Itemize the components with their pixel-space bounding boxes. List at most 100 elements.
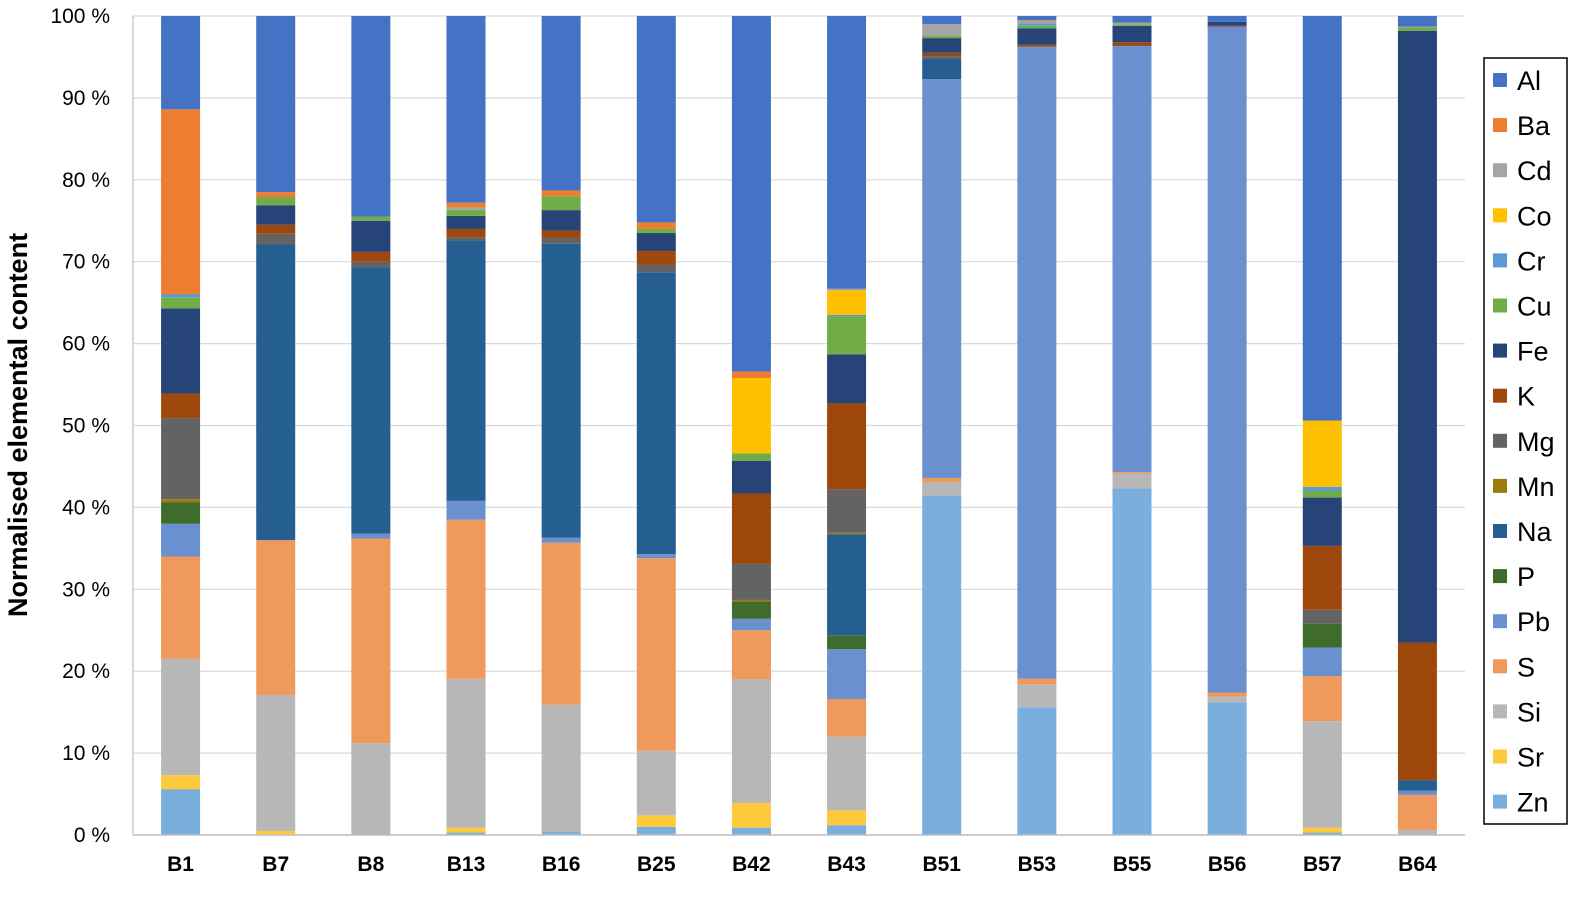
bar-B13-Ba bbox=[446, 202, 486, 208]
bar-B7-Na bbox=[256, 244, 296, 541]
bar-B57-Cu bbox=[1302, 491, 1342, 498]
bar-B55-Cd bbox=[1112, 22, 1152, 25]
bar-B7-Al bbox=[256, 16, 296, 193]
bar-B25-Na bbox=[636, 272, 676, 555]
bar-B56-Si bbox=[1207, 696, 1247, 703]
bar-B51-Mg bbox=[922, 56, 962, 59]
bar-B25-Ba bbox=[636, 222, 676, 229]
bar-B13-Cu bbox=[446, 210, 486, 216]
x-tick-label-B25: B25 bbox=[637, 853, 676, 876]
legend-label-Zn: Zn bbox=[1517, 788, 1549, 818]
bar-B43-Na bbox=[827, 534, 867, 636]
legend-entry-Co: Co bbox=[1493, 201, 1552, 231]
bar-B25-K bbox=[636, 251, 676, 265]
y-tick-label-0: 0 % bbox=[74, 824, 110, 847]
bar-B1-Sr bbox=[161, 775, 201, 790]
legend-swatch-K bbox=[1493, 388, 1507, 403]
legend-entry-Zn: Zn bbox=[1493, 788, 1549, 818]
y-tick-label-3: 30 % bbox=[62, 578, 110, 601]
legend-entry-P: P bbox=[1493, 562, 1535, 592]
bar-B51-K bbox=[922, 52, 962, 57]
bar-B64-Cu bbox=[1397, 27, 1437, 31]
legend-label-Cd: Cd bbox=[1517, 156, 1552, 186]
legend-swatch-Ba bbox=[1493, 118, 1507, 133]
legend-entry-Cd: Cd bbox=[1493, 156, 1552, 186]
bar-B53-Zn bbox=[1017, 707, 1057, 835]
bar-B7-Fe bbox=[256, 205, 296, 225]
bar-B51-Pb bbox=[922, 79, 962, 478]
bar-B7-Sr bbox=[256, 830, 296, 835]
legend-label-Mg: Mg bbox=[1517, 427, 1555, 457]
x-tick-label-B53: B53 bbox=[1018, 853, 1057, 876]
bar-B43-P bbox=[827, 635, 867, 650]
bar-B53-Cu bbox=[1017, 25, 1057, 29]
bar-B16-Fe bbox=[541, 210, 581, 231]
bar-stack-B43 bbox=[827, 16, 867, 835]
legend-label-Na: Na bbox=[1517, 517, 1552, 547]
legend-swatch-Cr bbox=[1493, 253, 1507, 268]
legend-entry-Fe: Fe bbox=[1493, 337, 1549, 367]
bar-B43-Mg bbox=[827, 489, 867, 533]
bar-B25-Si bbox=[636, 750, 676, 816]
bar-B1-Mg bbox=[161, 418, 201, 500]
bar-B57-K bbox=[1302, 545, 1342, 610]
bar-B25-Cu bbox=[636, 228, 676, 234]
y-tick-label-9: 90 % bbox=[62, 87, 110, 110]
bar-B43-Pb bbox=[827, 649, 867, 700]
bar-B43-Al bbox=[827, 16, 867, 289]
x-tick-label-B7: B7 bbox=[262, 853, 289, 876]
bar-B64-Si bbox=[1397, 830, 1437, 835]
y-axis-ticks: 0 % 10 % 20 % 30 % 40 % 50 % 60 % 70 % 80 % 90 % 1… bbox=[50, 5, 110, 847]
bar-stack-B1 bbox=[161, 16, 201, 835]
bar-B7-Mg bbox=[256, 233, 296, 245]
bar-B56-Al bbox=[1207, 16, 1247, 22]
bar-B1-Fe bbox=[161, 308, 201, 394]
legend-swatch-P bbox=[1493, 569, 1507, 584]
bar-B57-Co bbox=[1302, 420, 1342, 487]
bar-B13-Si bbox=[446, 678, 486, 828]
legend-entry-Cu: Cu bbox=[1493, 292, 1552, 322]
bar-stack-B25 bbox=[636, 16, 676, 835]
bar-stack-B56 bbox=[1207, 16, 1247, 835]
bar-B51-Cd bbox=[922, 24, 962, 36]
legend-swatch-Mg bbox=[1493, 433, 1507, 448]
bar-B43-Si bbox=[827, 736, 867, 811]
bar-B7-K bbox=[256, 224, 296, 234]
x-tick-label-B13: B13 bbox=[447, 853, 486, 876]
bar-stack-B55 bbox=[1112, 16, 1152, 835]
y-tick-label-6: 60 % bbox=[62, 333, 110, 356]
bar-B57-Fe bbox=[1302, 497, 1342, 546]
axes bbox=[132, 16, 1465, 836]
bar-B53-K bbox=[1017, 44, 1057, 47]
bar-B8-S bbox=[351, 538, 391, 744]
legend-entry-Ba: Ba bbox=[1493, 111, 1551, 141]
bar-B43-S bbox=[827, 699, 867, 737]
bar-stack-B51 bbox=[922, 16, 962, 835]
bar-B57-Pb bbox=[1302, 647, 1342, 677]
bar-B57-Sr bbox=[1302, 827, 1342, 833]
y-tick-label-7: 70 % bbox=[62, 251, 110, 274]
bar-B13-Pb bbox=[446, 500, 486, 520]
bar-B8-Pb bbox=[351, 533, 391, 539]
legend: Al Ba Cd Co Cr Cu Fe K Mg Mn Na P Pb S Si Sr Zn bbox=[1483, 57, 1568, 825]
bar-B7-Cu bbox=[256, 196, 296, 206]
bar-B13-Fe bbox=[446, 215, 486, 229]
bar-B43-Mn bbox=[827, 532, 867, 535]
bar-B55-Mg bbox=[1112, 45, 1152, 47]
bar-B16-Al bbox=[541, 16, 581, 191]
bar-B16-Na bbox=[541, 243, 581, 538]
bar-B55-Al bbox=[1112, 16, 1152, 23]
legend-swatch-S bbox=[1493, 659, 1507, 674]
bar-B16-Si bbox=[541, 704, 581, 832]
gridlines bbox=[133, 15, 1465, 836]
bar-B25-S bbox=[636, 558, 676, 751]
y-tick-label-10: 100 % bbox=[50, 5, 110, 28]
legend-swatch-Al bbox=[1493, 73, 1507, 87]
bar-B8-Si bbox=[351, 743, 391, 835]
legend-label-S: S bbox=[1517, 652, 1535, 682]
bar-B53-Si bbox=[1017, 684, 1057, 708]
legend-entry-Sr: Sr bbox=[1493, 743, 1544, 773]
bar-B42-Cu bbox=[731, 453, 771, 461]
legend-swatch-Cd bbox=[1493, 163, 1507, 178]
bar-B43-Fe bbox=[827, 354, 867, 404]
